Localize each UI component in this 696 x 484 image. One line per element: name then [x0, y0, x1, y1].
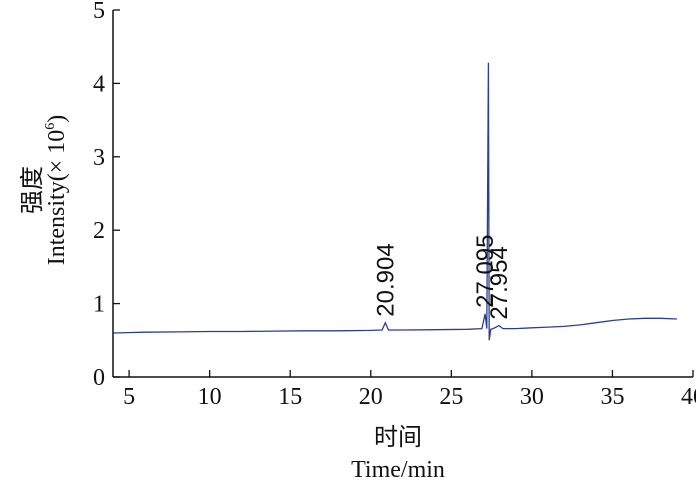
y-tick-label-3: 3: [93, 145, 105, 171]
x-tick-label-30: 30: [520, 384, 544, 410]
y-axis-label-en-main: Intensity(: [44, 173, 70, 265]
y-tick-label-2: 2: [93, 218, 105, 244]
svg-text:强度: 强度: [19, 166, 46, 214]
x-axis-label-cn: 时间: [374, 424, 422, 451]
x-tick-label-20: 20: [359, 384, 383, 410]
y-axis-label-en-exp: 6: [43, 123, 58, 130]
x-tick-label-5: 5: [123, 384, 135, 410]
y-tick-label-4: 4: [93, 71, 105, 97]
peak-label-1: 27.095: [472, 234, 499, 307]
x-axis-label-en: Time/min: [351, 457, 445, 483]
peak-label-0: 20.904: [372, 243, 399, 316]
y-tick-label-0: 0: [93, 365, 105, 391]
y-tick-label-1: 1: [93, 292, 105, 318]
series-line-0: [112, 62, 677, 341]
y-axis-label-en: Intensity(× 106): [43, 115, 70, 266]
svg-text:Intensity(× 106): Intensity(× 106): [43, 115, 70, 266]
y-axis-label-cn: 强度: [19, 166, 46, 214]
x-tick-label-40: 40: [681, 384, 696, 410]
y-axis-label-en-base: 10: [44, 130, 70, 160]
x-tick-label-25: 25: [439, 384, 463, 410]
peak-label-2: 27.954: [486, 246, 513, 319]
plot-layer: [112, 62, 677, 341]
y-axis-label: 强度: [19, 166, 46, 214]
x-tick-label-35: 35: [600, 384, 624, 410]
y-tick-label-5: 5: [93, 0, 105, 24]
x-tick-label-15: 15: [278, 384, 302, 410]
y-axis-label-en-times: ×: [44, 160, 70, 174]
x-tick-label-10: 10: [198, 384, 222, 410]
y-axis-label-en-close: ): [44, 115, 70, 123]
